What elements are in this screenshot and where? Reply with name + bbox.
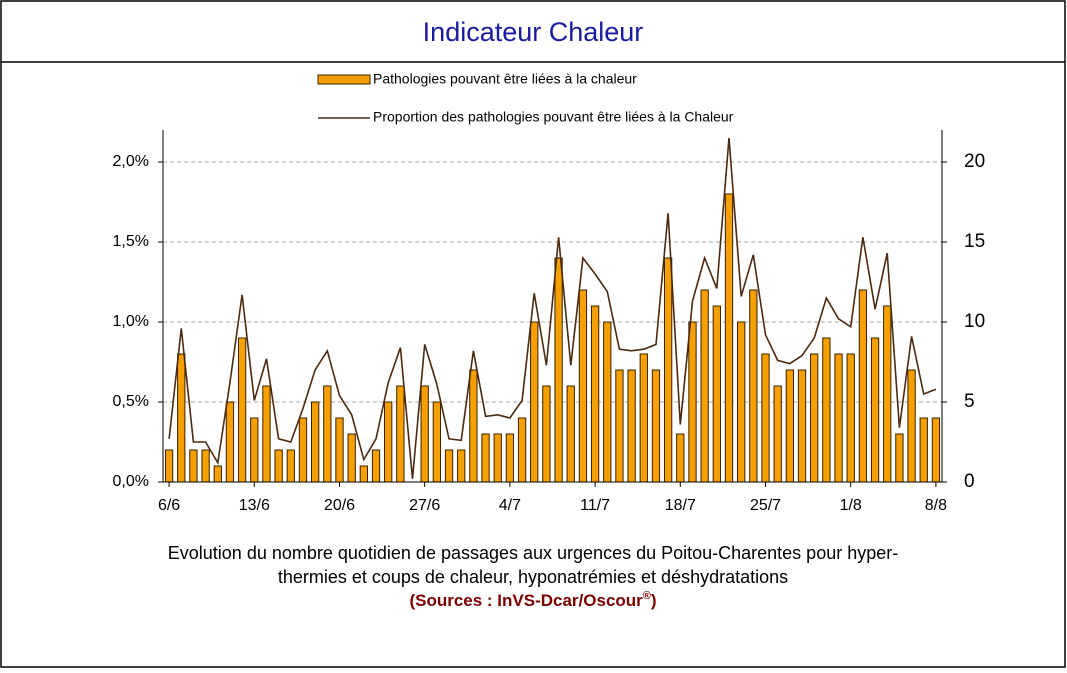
bar: [761, 353, 770, 483]
bar: [177, 353, 186, 483]
bar: [384, 401, 393, 483]
bar: [420, 385, 429, 483]
bar: [615, 369, 624, 483]
bar: [237, 337, 247, 483]
caption: thermies et coups de chaleur, hyponatrém…: [278, 567, 788, 587]
bar: [554, 257, 563, 483]
bar: [396, 385, 405, 483]
bar: [834, 353, 843, 483]
bar: [724, 193, 734, 483]
bar: [907, 369, 916, 483]
bar: [274, 449, 283, 483]
bar: [469, 369, 478, 483]
bar: [773, 385, 782, 483]
bar: [676, 433, 685, 483]
bar: [822, 337, 831, 483]
sources-mark: ®: [643, 590, 651, 602]
bar: [590, 305, 600, 483]
x-tick-label: 1/8: [840, 497, 862, 514]
sources-close: ): [651, 591, 657, 610]
bar: [883, 305, 892, 483]
legend-label: Pathologies pouvant être liées à la chal…: [373, 71, 637, 87]
y2-tick-label: 0: [964, 471, 975, 492]
bar: [432, 401, 442, 483]
bar: [931, 417, 941, 483]
x-tick-label: 6/6: [158, 497, 180, 514]
caption: Evolution du nombre quotidien de passage…: [168, 543, 898, 563]
bar: [262, 385, 271, 483]
sources-text: (Sources : InVS-Dcar/Oscour: [409, 591, 643, 610]
bar: [517, 417, 527, 483]
bar: [225, 401, 235, 483]
bar: [688, 321, 697, 483]
bar: [250, 417, 259, 483]
bar: [603, 321, 612, 483]
x-tick-label: 25/7: [750, 497, 781, 514]
bar: [797, 369, 807, 483]
bar: [347, 433, 356, 483]
bar: [359, 465, 368, 483]
bar: [298, 417, 308, 483]
bar: [310, 401, 320, 483]
bar: [639, 353, 648, 483]
bar: [457, 449, 466, 483]
bar: [201, 449, 210, 483]
bar: [919, 417, 928, 483]
x-tick-label: 8/8: [925, 497, 947, 514]
y-tick-label: 2,0%: [113, 153, 149, 170]
y2-tick-label: 5: [964, 391, 975, 412]
y-tick-label: 0,0%: [113, 473, 149, 490]
bar: [700, 289, 709, 483]
bar: [493, 433, 502, 483]
x-tick-label: 11/7: [580, 497, 610, 514]
bar: [505, 433, 515, 483]
bar: [858, 289, 868, 483]
x-tick-label: 13/6: [239, 497, 270, 514]
sources: (Sources : InVS-Dcar/Oscour®): [409, 590, 656, 611]
bar: [712, 305, 721, 483]
x-tick-label: 20/6: [324, 497, 355, 514]
bar: [323, 385, 332, 483]
bar: [663, 257, 673, 483]
bar: [846, 353, 855, 483]
x-tick-label: 18/7: [665, 497, 696, 514]
y-tick-label: 0,5%: [113, 393, 149, 410]
bar: [737, 321, 746, 483]
y-tick-label: 1,0%: [113, 313, 149, 330]
x-tick-label: 4/7: [499, 497, 521, 514]
legend-swatch: [317, 74, 371, 85]
bar: [189, 449, 198, 483]
bar: [651, 369, 661, 483]
chart-title: Indicateur Chaleur: [423, 17, 644, 47]
y-tick-label: 1,5%: [113, 233, 149, 250]
bar: [810, 353, 819, 483]
bar: [444, 449, 454, 483]
bar: [749, 289, 758, 483]
x-tick-label: 27/6: [409, 497, 440, 514]
bar: [164, 449, 174, 483]
bar: [530, 321, 539, 483]
bar: [870, 337, 880, 483]
y2-tick-label: 10: [964, 311, 985, 332]
bar: [566, 385, 575, 483]
bar: [335, 417, 344, 483]
bar: [213, 465, 222, 483]
legend-label: Proportion des pathologies pouvant être …: [373, 109, 734, 125]
bar: [578, 289, 588, 483]
bar: [542, 385, 551, 483]
bar: [371, 449, 381, 483]
bar: [895, 433, 904, 483]
bar: [627, 369, 636, 483]
bar: [286, 449, 295, 483]
y2-tick-label: 15: [964, 231, 985, 252]
bar: [785, 369, 795, 483]
y2-tick-label: 20: [964, 151, 985, 172]
line: [168, 137, 937, 479]
bar: [481, 433, 490, 483]
